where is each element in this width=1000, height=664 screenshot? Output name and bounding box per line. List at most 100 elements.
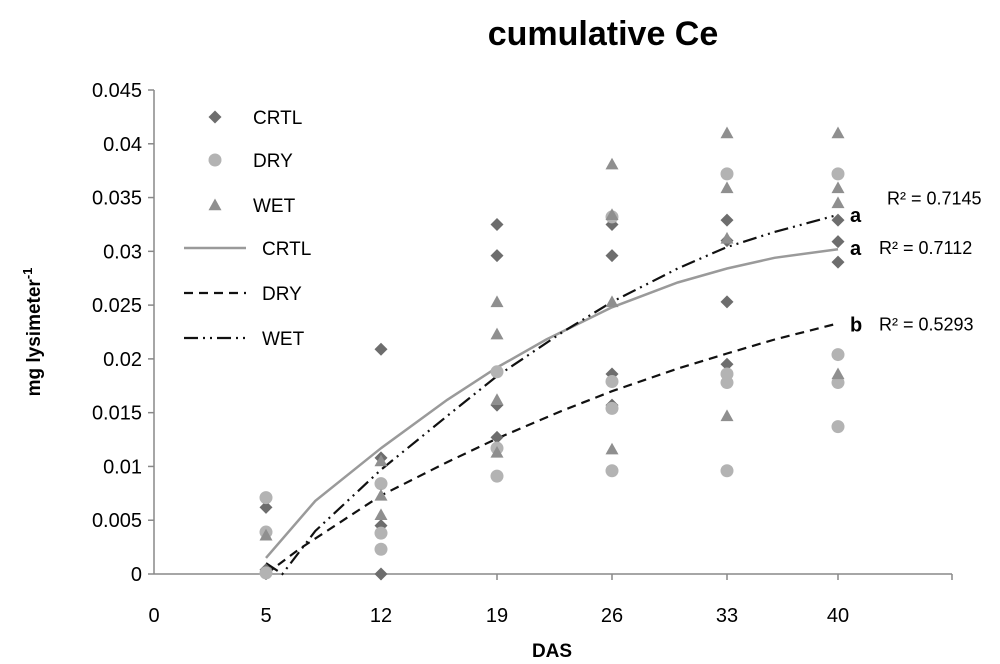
trendline-dry [265, 322, 839, 575]
legend-entry-dashdot: WET [184, 329, 305, 350]
data-point-wet [374, 488, 388, 501]
trendline-crtl [265, 247, 839, 559]
data-point-wet [605, 208, 619, 220]
legend: CRTL DRY WET CRTL DRY WET [184, 108, 311, 350]
data-point-wet [605, 157, 619, 170]
x-tick-label: 33 [716, 605, 738, 627]
data-point-wet [720, 409, 734, 422]
legend-entry-circle: DRY [208, 151, 293, 172]
y-tick-label: 0.01 [103, 456, 142, 478]
data-point-dry [605, 374, 619, 388]
y-tick-label: 0.015 [92, 403, 142, 425]
data-point-crtl [831, 213, 845, 227]
data-point-dry [605, 464, 619, 478]
r-squared-label: R² = 0.7145 [887, 189, 982, 209]
legend-entry-dashed: DRY [184, 284, 302, 305]
data-point-wet [374, 454, 388, 467]
x-tick-label: 0 [148, 605, 159, 627]
data-point-wet [831, 367, 845, 380]
y-tick-label: 0.02 [103, 349, 142, 371]
y-axis-label-superscript: -1 [20, 268, 35, 280]
data-point-crtl [605, 249, 619, 263]
chart-title: cumulative Ce [488, 15, 719, 53]
legend-label: DRY [262, 284, 302, 305]
y-tick-label: 0.045 [92, 80, 142, 102]
data-point-crtl [720, 213, 734, 227]
data-point-dry [374, 477, 388, 491]
legend-label: CRTL [262, 239, 311, 260]
x-tick-label: 5 [260, 605, 271, 627]
data-point-crtl [831, 255, 845, 269]
legend-label: DRY [253, 151, 293, 172]
data-point-dry [259, 566, 273, 580]
legend-marker-dry [208, 153, 222, 167]
data-point-crtl [374, 342, 388, 356]
y-tick-label: 0.035 [92, 188, 142, 210]
legend-marker-crtl [208, 110, 222, 124]
data-point-dry [259, 491, 273, 505]
legend-entry-diamond: CRTL [208, 108, 302, 129]
data-point-dry [374, 542, 388, 556]
data-point-wet [605, 442, 619, 455]
data-point-crtl [490, 217, 504, 231]
x-tick-label: 19 [486, 605, 508, 627]
trendline-wet [265, 213, 839, 576]
data-point-dry [374, 526, 388, 540]
data-point-dry [605, 401, 619, 415]
data-point-crtl [259, 500, 273, 514]
data-point-wet [831, 196, 845, 209]
data-point-crtl [490, 430, 504, 444]
legend-label: WET [253, 196, 296, 217]
significance-letter: a [850, 238, 862, 260]
data-point-wet [605, 295, 619, 308]
trend-annotations: a R² = 0.7112 b R² = 0.5293 a R² = 0.7145 [850, 189, 982, 337]
data-point-wet [490, 295, 504, 308]
y-tick-label: 0.025 [92, 295, 142, 317]
y-tick-label: 0.005 [92, 510, 142, 532]
significance-letter: b [850, 314, 862, 336]
x-tick-label: 26 [601, 605, 623, 627]
data-point-dry [490, 365, 504, 379]
legend-entry-triangle: WET [208, 196, 296, 217]
x-tick-label: 12 [370, 605, 392, 627]
x-tick-label: 40 [827, 605, 849, 627]
data-point-wet [720, 181, 734, 194]
legend-label: CRTL [253, 108, 302, 129]
data-point-dry [720, 376, 734, 390]
data-point-wet [831, 126, 845, 139]
data-point-dry [720, 167, 734, 181]
data-point-crtl [720, 295, 734, 309]
y-axis-label: mg lysimeter-1 [20, 268, 45, 397]
data-point-wet [720, 231, 734, 244]
data-point-dry [831, 420, 845, 434]
data-point-wet [490, 327, 504, 340]
data-point-crtl [374, 567, 388, 581]
data-point-wet [490, 393, 504, 405]
plot-area: 0 0.005 0.01 0.015 0.02 0.025 0.03 0.035 0.04 0.0… [92, 80, 982, 627]
y-tick-label: 0.03 [103, 241, 142, 263]
legend-label: WET [262, 329, 305, 350]
data-point-wet [259, 528, 273, 541]
data-point-dry [831, 348, 845, 362]
y-tick-label: 0.04 [103, 134, 142, 156]
data-point-dry [831, 376, 845, 390]
r-squared-label: R² = 0.7112 [879, 238, 972, 258]
data-point-wet [374, 508, 388, 521]
data-point-wet [490, 445, 504, 458]
data-point-wet [831, 181, 845, 194]
data-point-crtl [720, 357, 734, 371]
y-axis-label-text: mg lysimeter [24, 279, 45, 397]
data-point-dry [490, 469, 504, 483]
x-axis-ticks: 0 5 12 19 26 33 40 [148, 574, 953, 627]
significance-letter: a [850, 205, 862, 227]
data-point-dry [831, 167, 845, 181]
y-tick-label: 0 [131, 564, 142, 586]
data-point-dry [720, 464, 734, 478]
data-point-crtl [831, 235, 845, 249]
trendlines [265, 213, 839, 576]
data-point-crtl [490, 249, 504, 263]
y-axis-ticks: 0 0.005 0.01 0.015 0.02 0.025 0.03 0.035 0.04 0.0… [92, 80, 154, 586]
x-axis-label: DAS [532, 641, 572, 662]
legend-marker-wet [208, 198, 222, 211]
data-point-wet [720, 126, 734, 139]
